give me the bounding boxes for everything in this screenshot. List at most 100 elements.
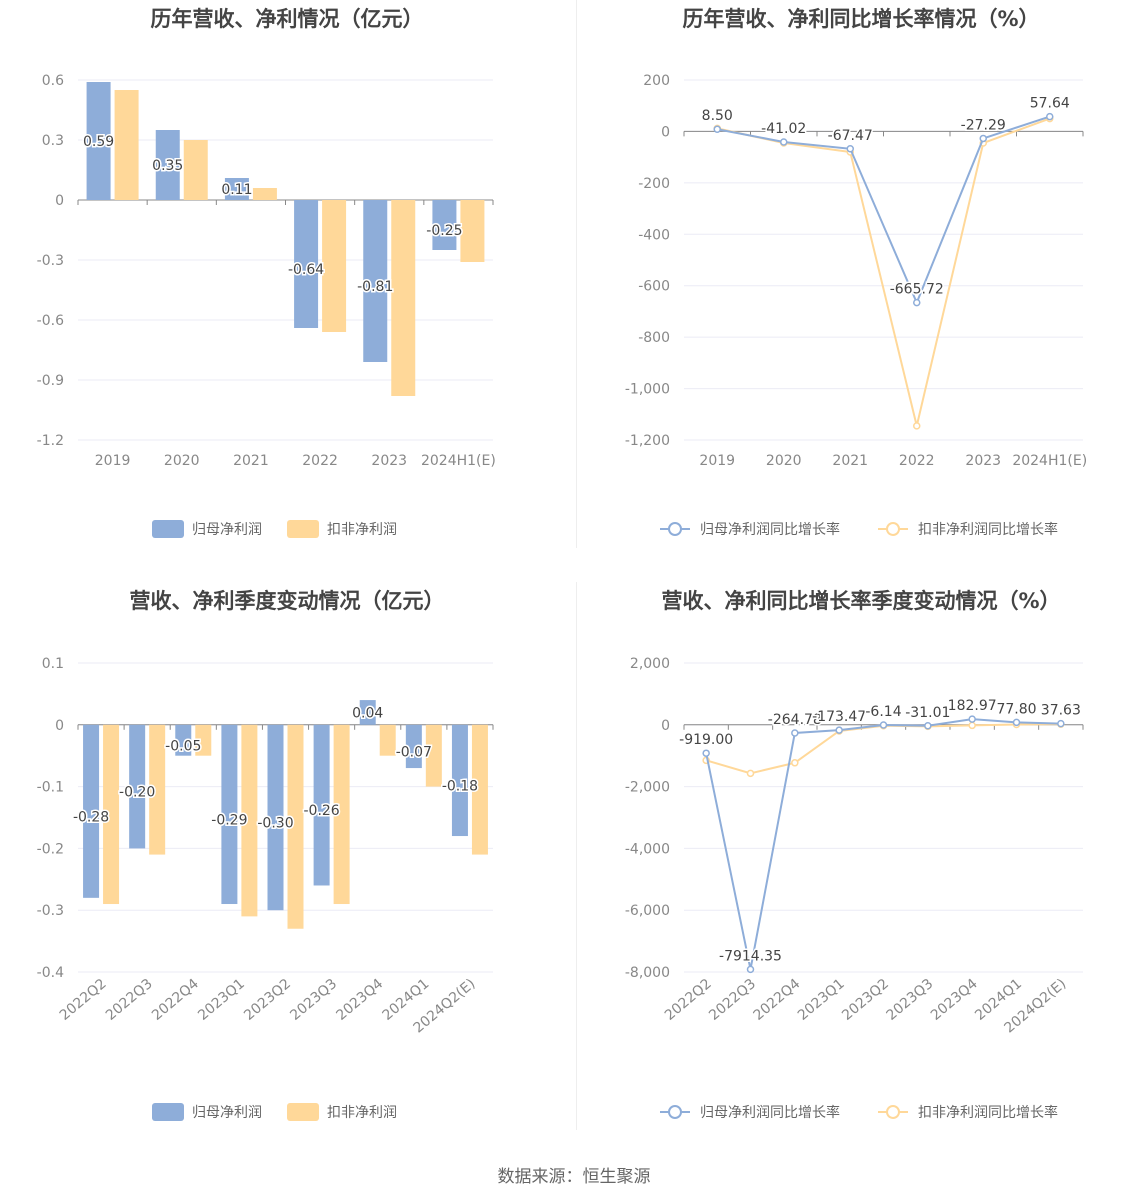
bar-primary (405, 724, 422, 769)
chart-annual-growth: 历年营收、净利同比增长率情况（%） 200 0 -200 -400 -600 -800 -1,… (625, 7, 1087, 538)
series-point-primary (702, 749, 710, 757)
y-tick-label: -0.1 (37, 780, 64, 796)
legend-marker-primary (668, 522, 682, 536)
x-tick-label: 2022Q2 (662, 976, 715, 1024)
series-point-primary (1046, 112, 1054, 121)
data-label: -0.25 (426, 223, 462, 239)
legend-label-primary: 归母净利润同比增长率 (700, 521, 840, 538)
bar-primary (86, 82, 111, 200)
data-label: 57.64 (1030, 96, 1070, 112)
data-label: 0.59 (83, 134, 114, 150)
legend-marker-primary (668, 1105, 682, 1119)
bar-secondary (322, 200, 347, 332)
x-tick-label: 2022 (899, 453, 935, 469)
bar-secondary (149, 724, 166, 855)
series-line-primary (705, 718, 1061, 970)
legend-label-primary: 归母净利润 (192, 521, 262, 538)
data-label: -665.72 (890, 282, 944, 298)
x-tick-label: 2022 (302, 453, 338, 469)
series-point-primary (1057, 719, 1065, 728)
bar-primary (175, 724, 192, 756)
bar-primary (359, 700, 376, 725)
x-tick-label: 2023 (965, 453, 1001, 469)
bar-secondary (287, 724, 304, 929)
x-tick-label: 2023Q1 (795, 976, 848, 1024)
series-point-primary (835, 726, 843, 734)
bar-primary (432, 200, 457, 250)
data-label: -27.29 (961, 117, 1006, 133)
data-label: 37.63 (1041, 703, 1081, 719)
series-point-primary (979, 134, 987, 143)
chart-panel-annual-growth: 历年营收、净利同比增长率情况（%） 200 0 -200 -400 -600 -800 -1,… (574, 0, 1148, 580)
data-label: 77.80 (996, 701, 1036, 717)
bar-primary (221, 724, 238, 905)
series-line-secondary (717, 117, 1051, 427)
x-tick-label: 2019 (699, 453, 735, 469)
legend-swatch-secondary (287, 520, 319, 538)
chart-title: 营收、净利同比增长率季度变动情况（%） (661, 589, 1060, 613)
y-tick-label: -6,000 (625, 903, 670, 919)
y-tick-label: 0 (55, 718, 64, 734)
x-tick-label: 2021 (832, 453, 868, 469)
chart-panel-annual-profit: 历年营收、净利情况（亿元） 0.6 0.3 0 -0.3 -0.6 -0.9 -1.2 2019… (0, 0, 574, 580)
panel-divider-bottom (576, 582, 577, 1130)
data-label: -0.05 (165, 738, 201, 754)
series-point-secondary (968, 721, 976, 730)
data-label: 182.97 (948, 698, 997, 714)
y-tick-label: 0.1 (42, 656, 64, 672)
y-tick-label: 0 (55, 193, 64, 209)
bar-secondary (379, 724, 396, 756)
x-tick-label: 2023 (371, 453, 407, 469)
legend-label-primary: 归母净利润 (192, 1104, 262, 1121)
data-label: -0.28 (73, 809, 109, 825)
data-label: -264.78 (768, 712, 822, 728)
x-tick-label: 2021 (233, 453, 269, 469)
data-label: -0.81 (357, 279, 393, 295)
bar-secondary (460, 200, 485, 262)
y-tick-label: 0 (661, 124, 670, 140)
bar-secondary (103, 724, 120, 905)
series-line-primary (717, 115, 1051, 306)
legend-label-secondary: 扣非净利润同比增长率 (918, 521, 1058, 538)
x-tick-label: 2022Q2 (57, 976, 110, 1024)
x-tick-label: 2024H1(E) (1012, 453, 1087, 469)
y-tick-label: 200 (643, 73, 670, 89)
data-label: 0.35 (152, 158, 183, 174)
legend-swatch-secondary (287, 1103, 319, 1121)
series-point-primary (746, 965, 755, 974)
data-label: -7914.35 (719, 948, 782, 964)
x-tick-label: 2023Q1 (195, 976, 248, 1024)
x-tick-label: 2022Q4 (751, 976, 804, 1024)
series-point-primary (713, 125, 721, 133)
data-source: 数据来源：恒生聚源 (497, 1167, 651, 1187)
bar-secondary (333, 724, 350, 905)
data-label: -6.14 (865, 704, 901, 720)
y-tick-label: -1,200 (625, 433, 670, 449)
y-tick-label: -0.3 (37, 253, 64, 269)
data-label: -67.47 (828, 128, 873, 144)
data-label: -0.20 (119, 785, 155, 801)
y-tick-label: -4,000 (625, 841, 670, 857)
bar-secondary (183, 140, 208, 200)
bar-primary (294, 200, 319, 328)
bar-primary (451, 724, 468, 837)
chart-panel-quarterly-profit: 营收、净利季度变动情况（亿元） 0.1 0 -0.1 -0.2 -0.3 -0.4 2022Q… (0, 580, 574, 1160)
series-point-primary (913, 298, 921, 307)
data-label: 0.11 (221, 182, 252, 198)
data-label: -0.07 (396, 744, 432, 760)
y-tick-label: -8,000 (625, 965, 670, 981)
x-tick-label: 2020 (164, 453, 200, 469)
chart-quarterly-growth: 营收、净利同比增长率季度变动情况（%） 2,000 0 -2,000 -4,000 -6,… (625, 589, 1084, 1121)
data-label: -0.64 (288, 262, 324, 278)
series-point-primary (791, 729, 799, 737)
chart-title: 营收、净利季度变动情况（亿元） (130, 589, 445, 613)
bar-secondary (391, 200, 416, 396)
data-label: -41.02 (761, 121, 806, 137)
data-label: -0.29 (211, 812, 247, 828)
x-tick-label: 2019 (95, 453, 131, 469)
y-tick-label: -0.9 (37, 373, 64, 389)
bar-primary (313, 724, 330, 886)
series-point-primary (846, 145, 854, 153)
x-tick-label: 2022Q4 (149, 976, 202, 1024)
chart-title: 历年营收、净利同比增长率情况（%） (682, 7, 1039, 31)
